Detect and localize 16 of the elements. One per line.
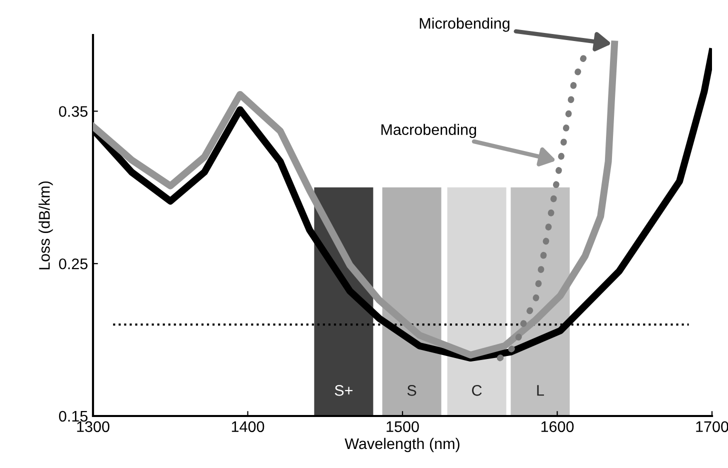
annotation: L [537, 385, 544, 396]
x-tick-label: 1500 [386, 421, 419, 432]
y-tick-label: 0.25 [59, 258, 88, 270]
annotation: Microbending [420, 18, 510, 32]
annotation: S+ [334, 385, 352, 396]
x-tick-label: 1600 [541, 421, 574, 432]
x-tick-label: 1700 [696, 421, 728, 432]
y-tick-label: 0.35 [59, 106, 88, 117]
x-tick-label: 1400 [232, 421, 264, 432]
x-tick-label: 1300 [77, 421, 110, 432]
annotation: S [407, 385, 416, 396]
y-tick-label: 0.15 [59, 410, 88, 422]
y-axis-title: Loss (dB/km) [38, 181, 53, 270]
annotation: Macrobending [381, 124, 476, 138]
annotation: C [472, 385, 482, 396]
x-axis-title: Wavelength (nm) [344, 438, 460, 452]
